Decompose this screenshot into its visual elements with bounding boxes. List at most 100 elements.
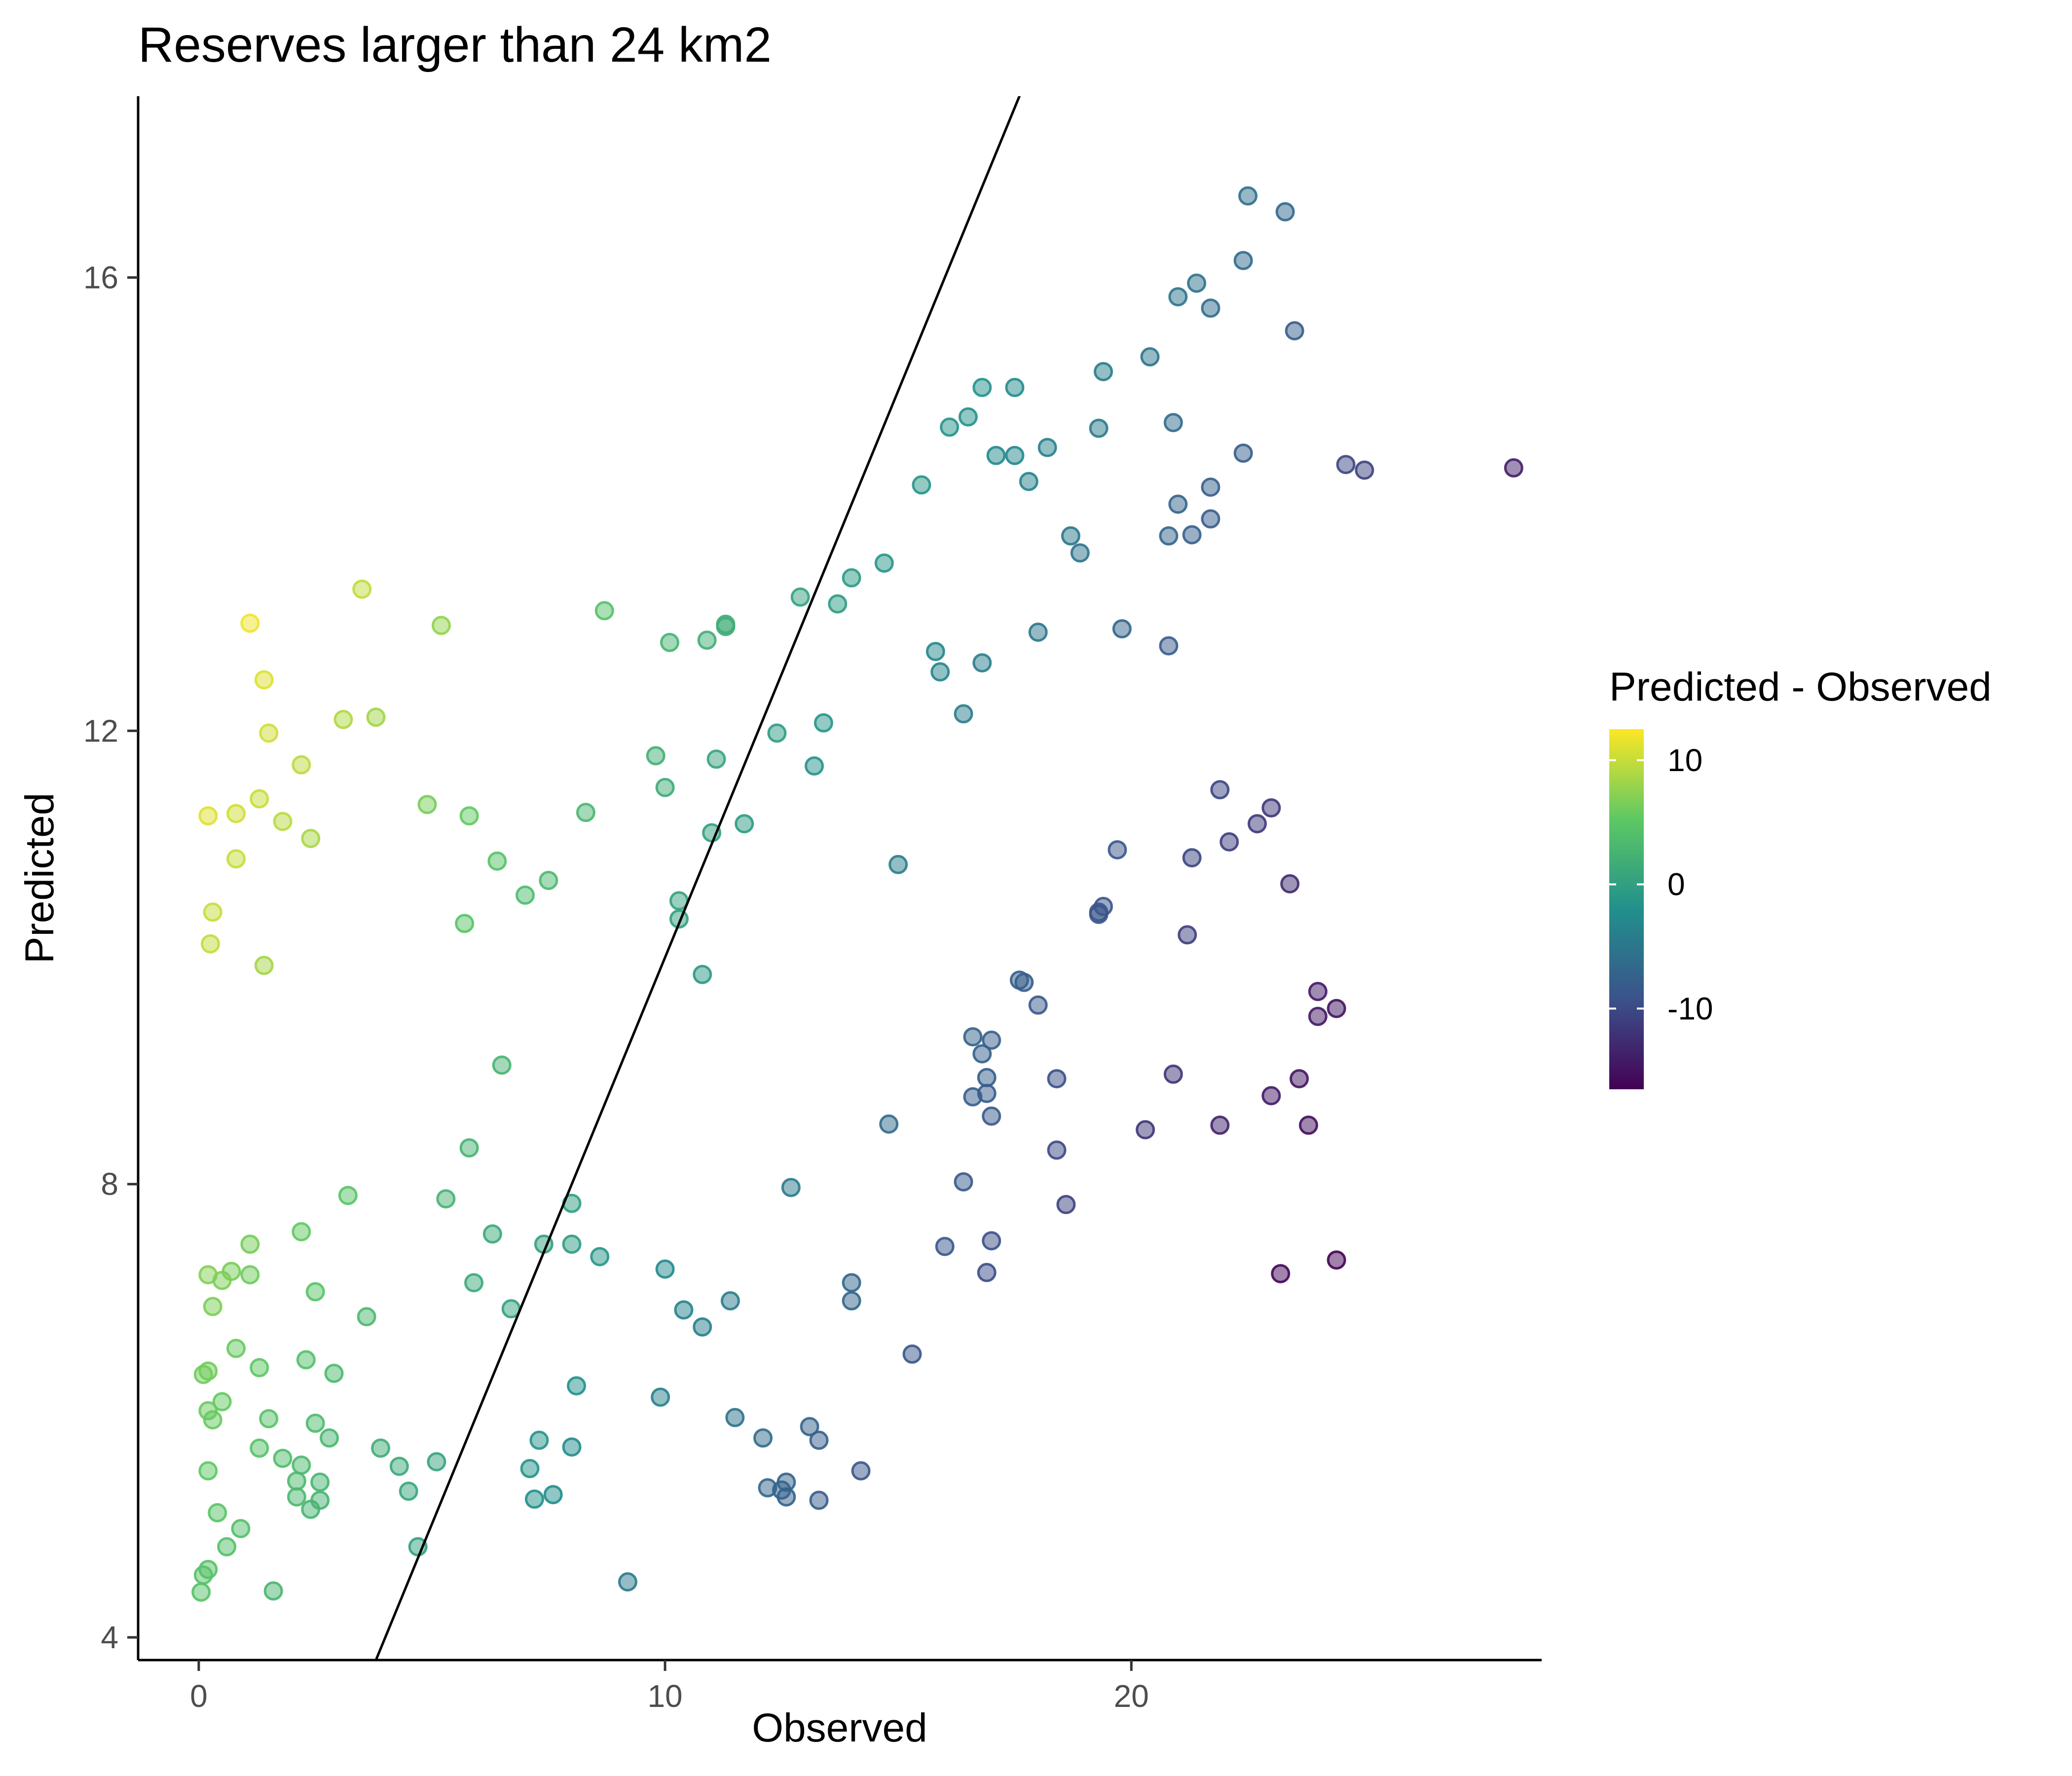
x-axis-ticks: 0 10 20: [190, 1660, 1149, 1714]
data-point: [594, 601, 614, 621]
data-point: [417, 795, 437, 814]
data-point: [977, 1068, 997, 1087]
data-point: [930, 662, 950, 682]
data-point: [292, 1455, 311, 1475]
data-point: [1238, 186, 1258, 206]
data-point: [263, 1581, 283, 1601]
data-point: [539, 871, 558, 890]
data-point: [777, 1487, 796, 1507]
data-point: [208, 1503, 227, 1522]
data-point: [1275, 202, 1295, 222]
data-point: [693, 1317, 712, 1337]
data-point: [655, 777, 675, 797]
data-point: [1280, 874, 1300, 893]
data-point: [487, 851, 507, 871]
data-point: [529, 1430, 549, 1450]
data-point: [1047, 1140, 1067, 1160]
data-point: [543, 1485, 563, 1505]
data-point: [436, 1189, 456, 1209]
data-point: [1210, 1115, 1230, 1135]
data-point: [977, 1262, 997, 1282]
data-point: [1504, 458, 1523, 478]
data-point: [240, 1234, 260, 1254]
y-tick-label: 4: [101, 1620, 118, 1655]
data-point: [1178, 925, 1197, 945]
data-point: [879, 1114, 899, 1134]
identity-line: [374, 96, 1021, 1660]
x-axis-title: Observed: [752, 1705, 927, 1750]
y-tick-label: 8: [101, 1166, 118, 1202]
y-tick-label: 12: [83, 713, 118, 748]
data-point: [655, 1259, 675, 1279]
data-point: [716, 617, 736, 636]
data-point: [1327, 999, 1346, 1018]
data-point: [972, 377, 992, 397]
data-point: [790, 587, 810, 607]
data-point: [203, 1296, 222, 1316]
data-point: [1089, 418, 1109, 438]
data-point: [954, 1172, 973, 1192]
legend: Predicted - Observed 10 0 -10: [1609, 665, 1992, 1089]
data-point: [902, 1344, 922, 1364]
data-point: [1070, 543, 1090, 563]
data-point: [1285, 321, 1304, 340]
data-point: [1061, 526, 1080, 546]
legend-title: Predicted - Observed: [1609, 665, 1992, 709]
y-axis-ticks: 4 8 12 16: [83, 260, 138, 1655]
data-point: [735, 814, 754, 834]
data-point: [240, 1265, 260, 1285]
data-point: [1247, 814, 1267, 834]
data-point: [842, 1273, 861, 1293]
y-axis-title: Predicted: [17, 793, 62, 963]
data-point: [1182, 848, 1202, 868]
data-point: [1140, 347, 1160, 367]
data-point: [287, 1471, 306, 1491]
data-point: [562, 1437, 582, 1457]
data-point: [706, 749, 726, 769]
data-point: [1094, 362, 1113, 381]
data-point: [958, 407, 978, 427]
data-point: [1168, 494, 1188, 514]
data-point: [986, 445, 1006, 465]
data-point: [814, 713, 833, 733]
data-point: [1355, 460, 1374, 480]
data-point: [925, 642, 945, 662]
data-point: [1089, 905, 1109, 924]
data-point: [1163, 1064, 1183, 1084]
x-tick-label: 10: [647, 1678, 682, 1714]
data-point: [1028, 623, 1048, 642]
data-point: [310, 1490, 330, 1510]
data-point: [1220, 832, 1239, 851]
data-point: [1233, 251, 1253, 270]
data-point: [520, 1459, 540, 1479]
data-point: [1159, 526, 1179, 546]
data-point: [982, 1106, 1001, 1126]
data-point: [1168, 287, 1188, 307]
data-point: [982, 1031, 1001, 1050]
data-point: [431, 616, 451, 635]
data-point: [842, 1291, 861, 1311]
data-point: [1308, 1006, 1328, 1026]
data-point: [301, 829, 321, 849]
legend-tick-label: -10: [1667, 991, 1713, 1026]
data-point: [590, 1247, 610, 1266]
data-point: [1261, 1086, 1281, 1106]
data-point: [226, 849, 246, 869]
data-point: [352, 579, 372, 599]
data-point: [191, 1582, 211, 1602]
data-point: [1308, 982, 1328, 1001]
data-point: [697, 630, 717, 650]
data-point: [320, 1428, 339, 1448]
data-point: [972, 1044, 992, 1064]
y-tick-label: 16: [83, 260, 118, 296]
data-point: [567, 1376, 586, 1396]
data-point: [954, 704, 973, 724]
data-point: [254, 670, 274, 690]
data-point: [963, 1027, 983, 1047]
data-point: [287, 1487, 306, 1507]
data-point: [1037, 438, 1057, 457]
data-point: [226, 804, 246, 823]
data-point: [1005, 377, 1025, 397]
data-point: [464, 1273, 483, 1293]
